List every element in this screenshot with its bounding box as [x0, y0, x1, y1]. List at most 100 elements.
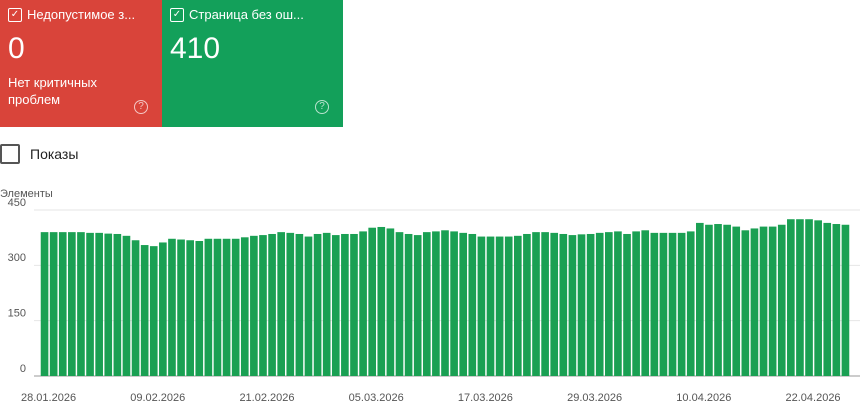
- bar: [659, 232, 668, 376]
- bar: [568, 235, 577, 376]
- card[interactable]: ✓ Недопустимое з... 0 Нет критичных пробл…: [0, 0, 162, 127]
- y-axis-label: Элементы: [0, 188, 53, 200]
- bar: [222, 238, 231, 376]
- bar: [331, 235, 340, 376]
- bar: [250, 235, 258, 376]
- y-tick-label: 300: [8, 252, 26, 264]
- bar: [468, 233, 477, 376]
- bar: [159, 242, 167, 376]
- bar: [259, 235, 267, 376]
- bar: [504, 236, 513, 376]
- card-description: Нет критичных проблем: [8, 75, 97, 107]
- metric-toggle[interactable]: Показы: [0, 144, 78, 164]
- bar: [441, 230, 449, 376]
- bar: [86, 232, 94, 376]
- y-tick-label: 0: [20, 363, 26, 375]
- bar: [131, 240, 140, 376]
- bar: [58, 232, 67, 376]
- bar: [450, 231, 458, 376]
- bar: [696, 222, 704, 376]
- x-tick-label: 10.04.2026: [676, 392, 731, 404]
- bar: [841, 224, 850, 376]
- bar: [177, 239, 185, 376]
- bar: [186, 240, 194, 376]
- bar: [413, 235, 422, 376]
- bar: [814, 220, 822, 376]
- bar: [641, 230, 650, 376]
- bar: [686, 231, 695, 376]
- bar: [231, 238, 240, 376]
- bar: [677, 232, 686, 376]
- bar: [595, 232, 604, 376]
- bar: [313, 233, 322, 376]
- x-tick-label: 29.03.2026: [567, 392, 622, 404]
- bar: [395, 232, 404, 376]
- card-title: Страница без ош...: [189, 7, 304, 22]
- y-tick-label: 150: [8, 308, 26, 320]
- bar: [777, 224, 786, 376]
- card-value: 0: [8, 32, 25, 65]
- bar: [796, 219, 804, 376]
- x-tick-label: 28.01.2026: [21, 392, 76, 404]
- bar: [68, 232, 76, 376]
- bar: [286, 232, 295, 376]
- bar: [750, 228, 759, 376]
- bar: [714, 224, 722, 376]
- x-tick-label: 17.03.2026: [458, 392, 513, 404]
- bar: [140, 245, 149, 376]
- bar: [195, 240, 204, 376]
- bar: [350, 233, 358, 376]
- bar: [495, 236, 504, 376]
- bar: [368, 227, 377, 376]
- bar: [168, 238, 176, 376]
- x-tick-label: 22.04.2026: [786, 392, 841, 404]
- bar: [768, 226, 777, 376]
- bar: [832, 224, 841, 376]
- bar: [532, 232, 540, 376]
- bar: [632, 231, 640, 376]
- bar: [723, 224, 731, 376]
- bar: [577, 234, 586, 376]
- bar: [95, 232, 103, 376]
- bar: [759, 226, 768, 376]
- bar: [604, 232, 613, 376]
- bar: [386, 228, 395, 376]
- bar: [650, 232, 659, 376]
- chart: Элементы 0 150 300 450 28.01.2026 09.02.2026 2…: [0, 188, 860, 404]
- bar: [268, 233, 276, 376]
- bar: [513, 235, 522, 376]
- bar: [104, 233, 113, 376]
- bar: [213, 238, 222, 376]
- bar: [623, 233, 631, 376]
- bar: [322, 232, 331, 376]
- bar: [741, 230, 750, 376]
- bar: [77, 232, 85, 376]
- x-tick-label: 09.02.2026: [130, 392, 185, 404]
- bar: [377, 226, 386, 376]
- bar: [614, 231, 622, 376]
- x-tick-label: 21.02.2026: [239, 392, 294, 404]
- bar: [668, 232, 677, 376]
- bar: [459, 232, 468, 376]
- bar: [277, 232, 286, 376]
- bar: [823, 222, 832, 376]
- bar: [559, 233, 568, 376]
- bar: [586, 233, 595, 376]
- bar: [113, 233, 122, 376]
- bar: [541, 232, 549, 376]
- bar: [432, 231, 440, 376]
- bar: [40, 232, 49, 376]
- bar: [240, 237, 249, 376]
- bar: [404, 233, 413, 376]
- y-tick-label: 450: [8, 197, 26, 209]
- x-tick-label: 05.03.2026: [349, 392, 404, 404]
- card-title: Недопустимое з...: [27, 7, 136, 22]
- bar: [486, 236, 495, 376]
- card[interactable]: ✓ Страница без ош... 410 ?: [162, 0, 343, 127]
- bar: [341, 233, 349, 376]
- bar: [550, 232, 559, 376]
- card-value: 410: [170, 32, 221, 65]
- toggle-label: Показы: [30, 146, 79, 162]
- bar: [204, 238, 213, 376]
